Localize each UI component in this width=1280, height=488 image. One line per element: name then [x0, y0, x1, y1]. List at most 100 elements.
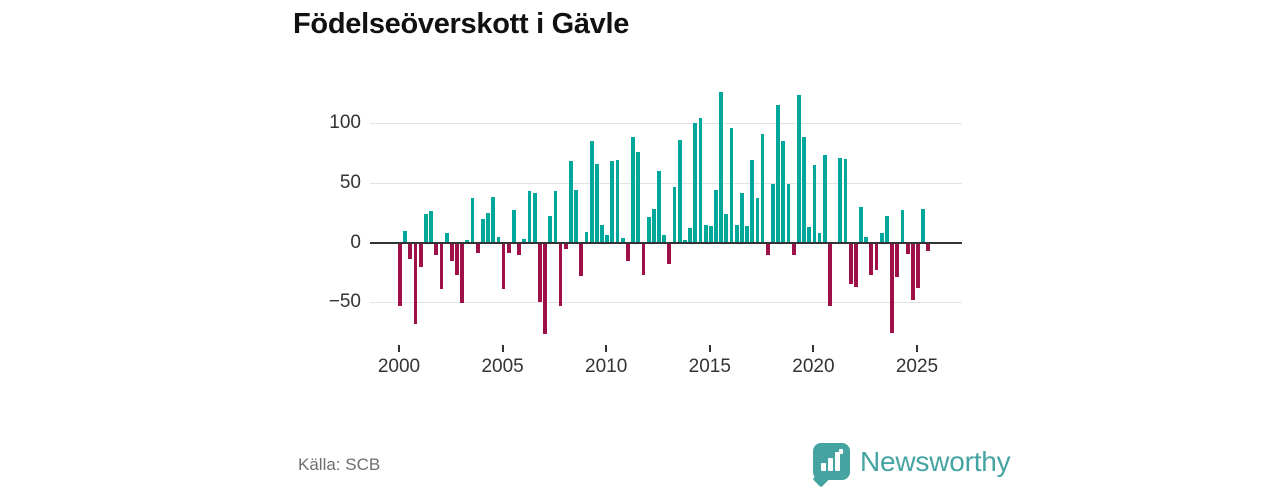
gridline	[370, 182, 962, 184]
bar-2021-Q4	[848, 243, 853, 285]
zero-axis-line	[370, 241, 962, 244]
bar-2018-Q3	[781, 140, 786, 243]
bar-2007-Q3	[553, 191, 558, 243]
bar-2023-Q2	[879, 232, 884, 243]
x-tick-mark	[916, 345, 918, 352]
bar-2007-Q4	[558, 243, 563, 306]
bar-2019-Q4	[807, 226, 812, 243]
bar-2001-Q2	[424, 213, 428, 243]
bar-2004-Q4	[496, 236, 501, 243]
bar-2022-Q4	[869, 243, 874, 275]
bar-2011-Q4	[641, 243, 646, 275]
bar-2002-Q2	[444, 232, 449, 243]
bar-2005-Q1	[501, 243, 506, 289]
bar-2002-Q3	[449, 243, 454, 262]
bar-2020-Q1	[812, 164, 817, 243]
bar-2009-Q1	[584, 231, 589, 243]
bar-2001-Q1	[418, 243, 423, 268]
bar-2018-Q1	[771, 183, 775, 243]
bar-2024-Q2	[900, 210, 905, 243]
bar-2024-Q4	[910, 243, 915, 300]
bar-2003-Q4	[475, 243, 480, 254]
bar-2008-Q1	[563, 243, 568, 250]
bar-2015-Q3	[719, 91, 724, 243]
bar-2009-Q3	[594, 163, 599, 243]
bar-2022-Q1	[853, 243, 858, 287]
bar-2014-Q3	[698, 118, 703, 243]
bar-2023-Q1	[874, 243, 879, 270]
bar-2016-Q4	[745, 225, 749, 243]
bar-2005-Q4	[517, 243, 522, 256]
bar-2011-Q3	[636, 151, 641, 243]
bar-2019-Q1	[791, 243, 796, 256]
bar-2016-Q2	[734, 224, 739, 243]
bar-2024-Q1	[895, 243, 900, 277]
x-tick-label: 2010	[585, 356, 628, 377]
bar-2015-Q2	[714, 189, 718, 243]
bar-2022-Q3	[864, 236, 869, 243]
bar-2020-Q3	[822, 155, 827, 243]
y-tick-label: −50	[328, 291, 361, 313]
bar-2008-Q3	[574, 189, 579, 243]
x-tick-label: 2000	[377, 356, 421, 377]
bar-2025-Q1	[916, 243, 920, 288]
bar-2011-Q1	[626, 243, 630, 262]
bar-2017-Q2	[755, 198, 760, 243]
bar-2010-Q2	[610, 161, 615, 243]
bar-2000-Q2	[403, 230, 408, 243]
bar-2025-Q2	[921, 209, 926, 243]
bar-2024-Q3	[905, 243, 910, 255]
bar-2020-Q2	[817, 232, 822, 243]
page-title: Födelseöverskott i Gävle	[293, 8, 630, 40]
bar-2000-Q3	[408, 243, 413, 260]
bar-2013-Q2	[672, 187, 677, 243]
bar-2010-Q1	[605, 235, 610, 243]
bar-2019-Q3	[802, 137, 806, 243]
bar-2008-Q4	[579, 243, 584, 276]
bar-2013-Q4	[683, 240, 687, 243]
bar-2002-Q4	[455, 243, 459, 275]
x-tick-label: 2005	[481, 356, 524, 377]
source-note: Källa: SCB	[298, 455, 381, 474]
bar-2009-Q4	[600, 224, 604, 243]
bar-2010-Q3	[615, 159, 620, 243]
y-axis-labels: 100 50 0 −50	[295, 60, 361, 350]
bar-2003-Q3	[470, 198, 475, 243]
y-tick-label: 100	[329, 111, 361, 133]
brand-wordmark: Newsworthy	[860, 445, 1011, 477]
bar-2018-Q2	[776, 104, 781, 243]
bar-2007-Q2	[548, 216, 553, 243]
gridline	[370, 122, 962, 124]
bar-2014-Q2	[693, 122, 698, 243]
bar-2014-Q1	[688, 228, 692, 243]
bar-2020-Q4	[828, 243, 832, 306]
bar-2001-Q3	[429, 211, 433, 243]
bar-2025-Q3	[926, 243, 931, 251]
gridline	[370, 302, 962, 304]
bar-2017-Q4	[765, 243, 770, 256]
bar-2021-Q2	[838, 157, 843, 243]
logo-bars	[821, 452, 840, 471]
x-tick-mark	[398, 345, 400, 352]
bar-2007-Q1	[543, 243, 547, 335]
bar-2015-Q4	[724, 213, 729, 243]
bar-2015-Q1	[708, 225, 713, 243]
bar-2006-Q4	[537, 243, 542, 303]
y-tick-label: 50	[339, 171, 361, 193]
bar-2004-Q3	[491, 197, 496, 243]
bar-2012-Q2	[651, 209, 656, 243]
bar-2006-Q1	[522, 238, 527, 243]
bar-2003-Q1	[460, 243, 465, 304]
x-tick-mark	[605, 345, 608, 352]
bar-2010-Q4	[620, 237, 625, 243]
bar-2005-Q3	[512, 210, 516, 243]
bar-2017-Q3	[760, 133, 765, 243]
bar-2006-Q3	[532, 193, 537, 243]
bar-2022-Q2	[859, 206, 863, 243]
x-tick-mark	[501, 345, 504, 352]
bar-2005-Q2	[506, 243, 511, 254]
bar-2003-Q2	[465, 240, 470, 243]
bar-2009-Q2	[589, 140, 594, 243]
bar-2023-Q4	[890, 243, 894, 334]
logo-dot	[838, 449, 843, 454]
